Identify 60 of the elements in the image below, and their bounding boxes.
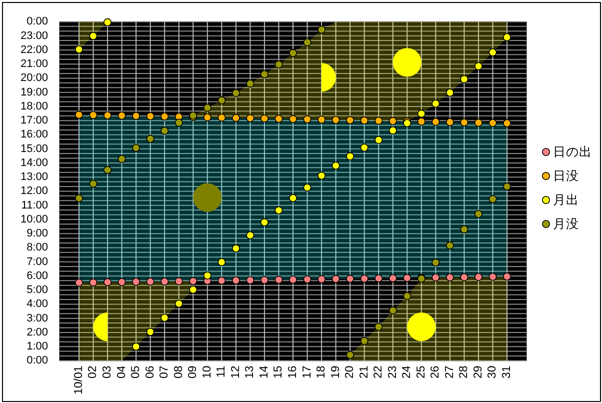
- x-tick-label: 15: [272, 366, 285, 378]
- y-tick-label: 4:00: [26, 298, 48, 310]
- x-tick-label: 21: [358, 366, 370, 378]
- x-tick-label: 08: [172, 366, 185, 378]
- y-tick-label: 10:00: [20, 213, 48, 226]
- y-tick-label: 20:00: [20, 72, 48, 84]
- y-tick-label: 1:00: [26, 340, 48, 353]
- x-tick-label: 07: [158, 366, 171, 378]
- x-tick-label: 13: [244, 366, 256, 378]
- x-tick-label: 10: [201, 366, 214, 378]
- x-tick-label: 18: [316, 366, 328, 378]
- x-tick-label: 04: [116, 366, 128, 378]
- x-tick-label: 19: [330, 366, 342, 378]
- x-tick-label: 12: [230, 366, 242, 378]
- y-tick-label: 2:00: [26, 326, 48, 338]
- x-tick-label: 02: [87, 366, 100, 378]
- x-tick-label: 26: [430, 366, 442, 378]
- y-tick-label: 9:00: [26, 228, 48, 240]
- x-tick-label: 25: [415, 366, 428, 378]
- x-tick-label: 06: [144, 366, 156, 378]
- legend-label: 月没: [553, 217, 579, 231]
- x-tick-label: 05: [130, 366, 142, 378]
- y-tick-label: 5:00: [26, 284, 48, 296]
- y-tick-label: 3:00: [26, 312, 48, 324]
- y-tick-label: 21:00: [20, 58, 48, 70]
- y-tick-label: 16:00: [20, 128, 48, 141]
- x-tick-label: 11: [216, 366, 228, 378]
- x-tick-label: 03: [102, 366, 114, 378]
- x-tick-label: 30: [486, 366, 499, 378]
- x-tick-label: 17: [301, 366, 314, 378]
- y-tick-label: 0:00: [26, 354, 48, 367]
- legend-label: 月出: [553, 193, 579, 207]
- x-tick-label: 31: [501, 366, 513, 378]
- y-tick-label: 19:00: [20, 86, 48, 98]
- x-tick-label: 10/01: [73, 366, 85, 394]
- legend-label: 日の出: [553, 145, 592, 159]
- y-tick-label: 15:00: [20, 142, 48, 155]
- x-tick-label: 20: [344, 366, 356, 378]
- legend-label: 日没: [553, 169, 579, 183]
- y-tick-label: 6:00: [26, 270, 48, 282]
- x-tick-label: 27: [444, 366, 456, 378]
- x-tick-label: 24: [401, 366, 414, 378]
- x-tick-label: 16: [287, 366, 299, 378]
- x-tick-label: 14: [258, 366, 270, 378]
- x-tick-label: 28: [458, 366, 470, 378]
- y-tick-label: 22:00: [20, 44, 48, 56]
- x-tick-label: 09: [187, 366, 200, 378]
- y-tick-label: 11:00: [21, 199, 48, 212]
- x-tick-label: 23: [386, 366, 399, 378]
- x-tick-label: 29: [472, 366, 484, 378]
- y-tick-label: 12:00: [20, 185, 48, 198]
- y-tick-label: 18:00: [20, 100, 48, 112]
- y-tick-label: 23:00: [20, 30, 48, 42]
- y-tick-label: 13:00: [20, 171, 48, 184]
- y-tick-label: 14:00: [20, 156, 48, 169]
- x-tick-label: 22: [372, 366, 385, 378]
- y-tick-label: 8:00: [26, 242, 48, 254]
- y-tick-label: 0:00: [26, 16, 48, 28]
- y-tick-label: 17:00: [20, 114, 48, 127]
- y-tick-label: 7:00: [26, 256, 48, 268]
